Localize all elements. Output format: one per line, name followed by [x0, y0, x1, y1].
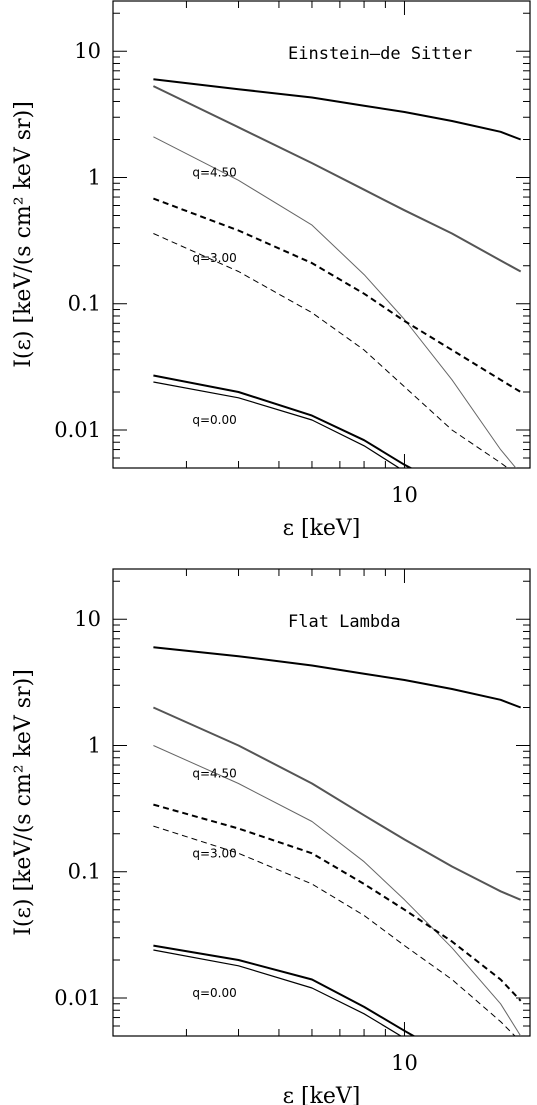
- series-annotation: q=4.50: [192, 165, 236, 179]
- series-group: [152, 78, 522, 468]
- series-annotation: q=4.50: [192, 767, 236, 781]
- series-line-5: [153, 233, 509, 468]
- series-annotation: q=3.00: [192, 251, 236, 265]
- y-tick-label: 10: [74, 607, 101, 631]
- chart-panel-1: 10 1 0.1 0.01 10 ε [keV] I(ε) [keV/(s cm² keV …: [11, 0, 531, 541]
- y-tick-label: 0.01: [54, 418, 101, 442]
- x-axis-label: ε [keV]: [283, 1084, 361, 1105]
- series-line-4: [153, 803, 522, 1002]
- series-line-7: [153, 381, 401, 468]
- chart-title: Einstein–de Sitter: [288, 44, 472, 64]
- series-line-3: [153, 745, 522, 1036]
- y-tick-label: 1: [88, 165, 101, 189]
- series-annotation: q=0.00: [192, 413, 236, 427]
- x-axis-label: ε [keV]: [283, 516, 361, 541]
- series-line-1: [153, 78, 522, 141]
- series-line-6: [153, 944, 416, 1036]
- series-line-2: [152, 706, 522, 901]
- chart-title: Flat Lambda: [288, 612, 401, 632]
- series-line-5: [153, 825, 516, 1036]
- y-tick-label: 1: [88, 733, 101, 757]
- series-annotation: q=3.00: [192, 846, 236, 860]
- plot-frame: [112, 568, 531, 1037]
- x-tick-label: 10: [391, 483, 418, 507]
- y-tick-label: 0.1: [68, 860, 101, 884]
- y-tick-label: 10: [74, 39, 101, 63]
- chart-panel-2: 10 1 0.1 0.01 10 ε [keV] I(ε) [keV/(s cm² keV …: [11, 568, 531, 1105]
- y-axis-label: I(ε) [keV/(s cm² keV sr)]: [11, 669, 36, 936]
- series-annotation: q=0.00: [192, 986, 236, 1000]
- series-line-6: [153, 374, 413, 468]
- series-line-1: [153, 646, 522, 709]
- y-tick-label: 0.01: [54, 986, 101, 1010]
- y-tick-label: 0.1: [68, 292, 101, 316]
- x-tick-label: 10: [391, 1051, 418, 1075]
- y-axis-label: I(ε) [keV/(s cm² keV sr)]: [11, 101, 36, 368]
- series-line-7: [153, 949, 403, 1036]
- series-group: [152, 646, 522, 1036]
- plot-frame: [112, 0, 531, 469]
- series-line-3: [153, 136, 517, 468]
- series-line-4: [153, 197, 522, 393]
- series-line-2: [152, 85, 522, 273]
